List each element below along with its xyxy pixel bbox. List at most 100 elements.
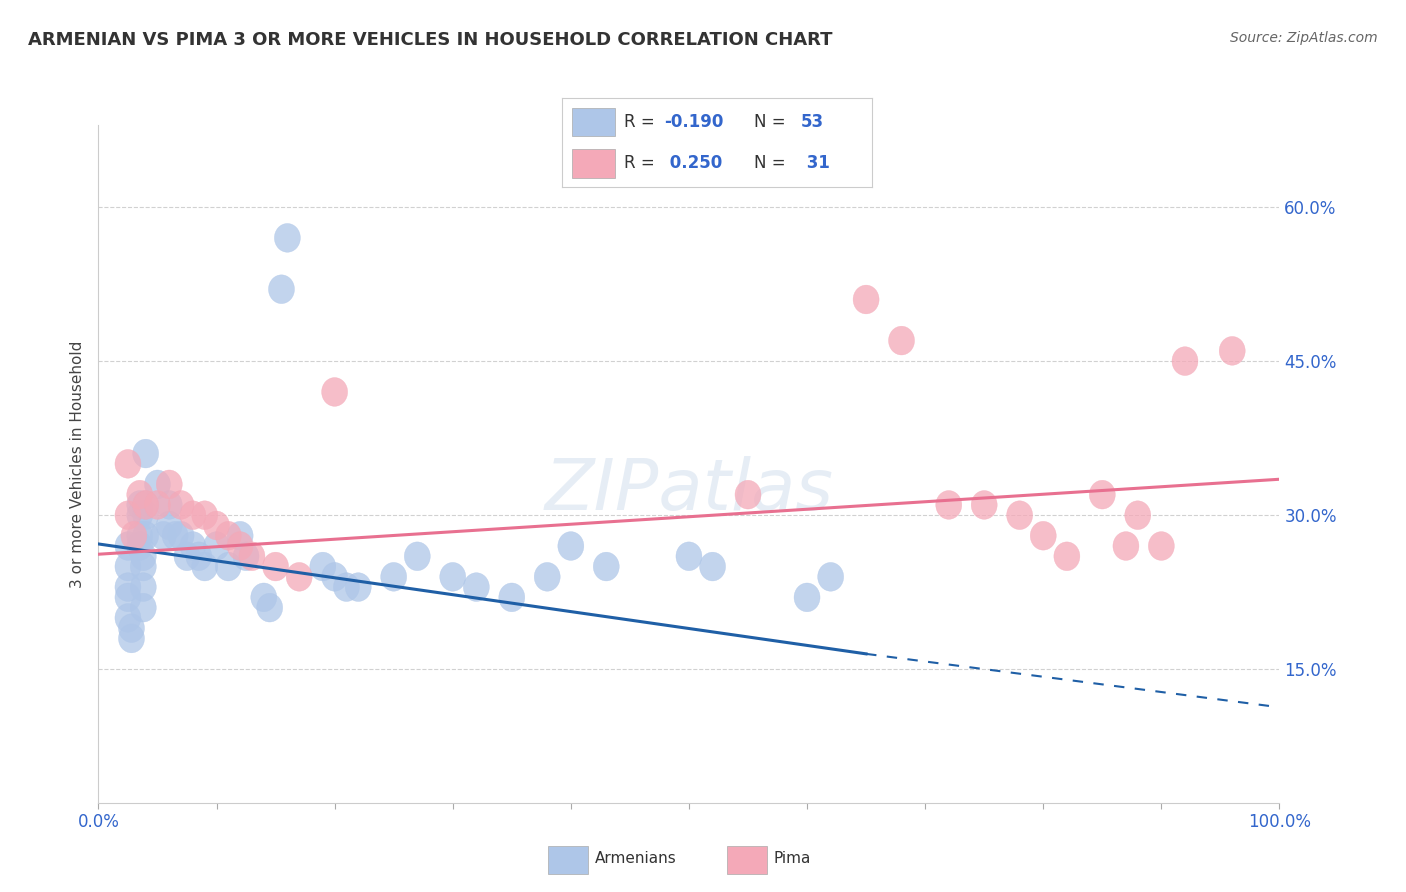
Ellipse shape bbox=[269, 275, 294, 303]
Ellipse shape bbox=[174, 542, 200, 571]
Ellipse shape bbox=[440, 563, 465, 591]
Ellipse shape bbox=[115, 604, 141, 632]
Ellipse shape bbox=[191, 500, 218, 530]
Ellipse shape bbox=[132, 491, 159, 519]
Ellipse shape bbox=[676, 542, 702, 571]
Ellipse shape bbox=[889, 326, 914, 355]
Ellipse shape bbox=[972, 491, 997, 519]
Ellipse shape bbox=[322, 377, 347, 407]
Ellipse shape bbox=[534, 563, 560, 591]
Ellipse shape bbox=[169, 521, 194, 550]
Text: Armenians: Armenians bbox=[595, 851, 676, 866]
Ellipse shape bbox=[1114, 532, 1139, 560]
Ellipse shape bbox=[132, 491, 159, 519]
Ellipse shape bbox=[132, 439, 159, 468]
Text: 0.250: 0.250 bbox=[665, 154, 723, 172]
Text: R =: R = bbox=[624, 154, 661, 172]
Ellipse shape bbox=[132, 521, 159, 550]
Ellipse shape bbox=[150, 521, 176, 550]
Ellipse shape bbox=[1090, 480, 1115, 509]
Ellipse shape bbox=[162, 521, 188, 550]
Ellipse shape bbox=[186, 542, 212, 571]
Ellipse shape bbox=[558, 532, 583, 560]
Ellipse shape bbox=[115, 500, 141, 530]
Text: 31: 31 bbox=[800, 154, 830, 172]
Ellipse shape bbox=[127, 521, 153, 550]
Ellipse shape bbox=[180, 500, 205, 530]
Ellipse shape bbox=[127, 532, 153, 560]
Text: Pima: Pima bbox=[773, 851, 811, 866]
Ellipse shape bbox=[131, 573, 156, 601]
Ellipse shape bbox=[156, 491, 183, 519]
Ellipse shape bbox=[115, 532, 141, 560]
Ellipse shape bbox=[115, 573, 141, 601]
Ellipse shape bbox=[1031, 521, 1056, 550]
Ellipse shape bbox=[115, 583, 141, 612]
Ellipse shape bbox=[287, 563, 312, 591]
Ellipse shape bbox=[204, 532, 229, 560]
Ellipse shape bbox=[115, 552, 141, 581]
Ellipse shape bbox=[250, 583, 277, 612]
Ellipse shape bbox=[132, 500, 159, 530]
Ellipse shape bbox=[1125, 500, 1150, 530]
Ellipse shape bbox=[853, 285, 879, 314]
Ellipse shape bbox=[818, 563, 844, 591]
Ellipse shape bbox=[127, 500, 153, 530]
Ellipse shape bbox=[239, 542, 264, 571]
Ellipse shape bbox=[1219, 336, 1246, 365]
Ellipse shape bbox=[233, 542, 259, 571]
Ellipse shape bbox=[499, 583, 524, 612]
Text: N =: N = bbox=[754, 154, 792, 172]
Ellipse shape bbox=[794, 583, 820, 612]
Ellipse shape bbox=[180, 532, 205, 560]
Ellipse shape bbox=[118, 624, 145, 653]
Text: N =: N = bbox=[754, 113, 792, 131]
FancyBboxPatch shape bbox=[572, 149, 614, 178]
Text: 53: 53 bbox=[800, 113, 824, 131]
Ellipse shape bbox=[1149, 532, 1174, 560]
Ellipse shape bbox=[405, 542, 430, 571]
Ellipse shape bbox=[131, 552, 156, 581]
Ellipse shape bbox=[700, 552, 725, 581]
Ellipse shape bbox=[322, 563, 347, 591]
FancyBboxPatch shape bbox=[572, 108, 614, 136]
Ellipse shape bbox=[228, 521, 253, 550]
Ellipse shape bbox=[156, 470, 183, 499]
Ellipse shape bbox=[333, 573, 360, 601]
Ellipse shape bbox=[131, 593, 156, 622]
Ellipse shape bbox=[309, 552, 336, 581]
Ellipse shape bbox=[464, 573, 489, 601]
Ellipse shape bbox=[215, 552, 242, 581]
Ellipse shape bbox=[215, 521, 242, 550]
Ellipse shape bbox=[169, 491, 194, 519]
Ellipse shape bbox=[1173, 347, 1198, 376]
Ellipse shape bbox=[191, 552, 218, 581]
Text: ZIPatlas: ZIPatlas bbox=[544, 457, 834, 525]
Ellipse shape bbox=[127, 480, 153, 509]
Ellipse shape bbox=[204, 511, 229, 540]
Ellipse shape bbox=[1054, 542, 1080, 571]
Ellipse shape bbox=[131, 542, 156, 571]
FancyBboxPatch shape bbox=[548, 846, 588, 874]
Ellipse shape bbox=[145, 470, 170, 499]
Ellipse shape bbox=[735, 480, 761, 509]
Ellipse shape bbox=[228, 532, 253, 560]
Ellipse shape bbox=[257, 593, 283, 622]
Text: Source: ZipAtlas.com: Source: ZipAtlas.com bbox=[1230, 31, 1378, 45]
Ellipse shape bbox=[156, 511, 183, 540]
Ellipse shape bbox=[346, 573, 371, 601]
Ellipse shape bbox=[1007, 500, 1032, 530]
Ellipse shape bbox=[145, 491, 170, 519]
FancyBboxPatch shape bbox=[727, 846, 768, 874]
Ellipse shape bbox=[593, 552, 619, 581]
Text: -0.190: -0.190 bbox=[665, 113, 724, 131]
Ellipse shape bbox=[121, 521, 146, 550]
Y-axis label: 3 or more Vehicles in Household: 3 or more Vehicles in Household bbox=[70, 340, 86, 588]
Text: ARMENIAN VS PIMA 3 OR MORE VEHICLES IN HOUSEHOLD CORRELATION CHART: ARMENIAN VS PIMA 3 OR MORE VEHICLES IN H… bbox=[28, 31, 832, 49]
Ellipse shape bbox=[381, 563, 406, 591]
Ellipse shape bbox=[115, 450, 141, 478]
Ellipse shape bbox=[274, 224, 301, 252]
Text: R =: R = bbox=[624, 113, 661, 131]
Ellipse shape bbox=[263, 552, 288, 581]
Ellipse shape bbox=[127, 491, 153, 519]
